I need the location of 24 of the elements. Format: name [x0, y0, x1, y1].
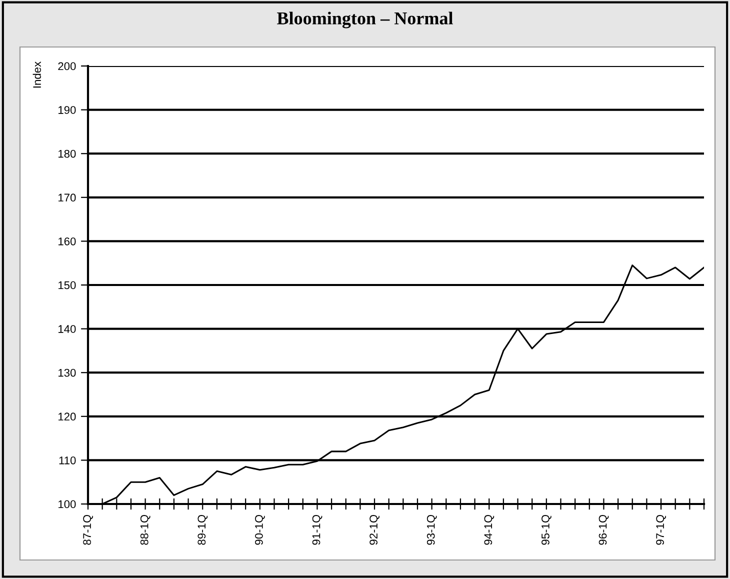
x-tick-label: 88-1Q	[140, 514, 150, 545]
y-tick-label: 140	[58, 325, 76, 333]
x-tick-label: 94-1Q	[484, 514, 494, 545]
x-tick-label: 97-1Q	[656, 514, 666, 545]
x-tick-label: 92-1Q	[370, 514, 380, 545]
x-tick-label: 96-1Q	[598, 514, 609, 545]
x-tick-label: 87-1Q	[83, 514, 93, 545]
y-tick-label: 160	[58, 237, 76, 246]
x-tick-label: 89-1Q	[198, 514, 208, 545]
y-tick-label: 150	[58, 281, 76, 290]
y-tick-label: 110	[59, 456, 76, 464]
x-tick-label: 90-1Q	[255, 514, 265, 545]
x-tick-label: 91-1Q	[312, 514, 322, 545]
x-tick-label: 95-1Q	[542, 514, 552, 545]
y-tick-label: 120	[58, 412, 76, 421]
y-axis-title: Index	[32, 62, 41, 88]
y-tick-label: 180	[58, 150, 76, 158]
y-tick-label: 170	[58, 194, 76, 202]
y-tick-label: 200	[58, 62, 76, 70]
x-tick-label: 93-1Q	[426, 514, 437, 545]
chart-title: Bloomington – Normal	[277, 12, 453, 28]
y-tick-label: 130	[58, 368, 76, 377]
y-tick-label: 100	[58, 500, 76, 508]
y-tick-label: 190	[58, 106, 76, 114]
